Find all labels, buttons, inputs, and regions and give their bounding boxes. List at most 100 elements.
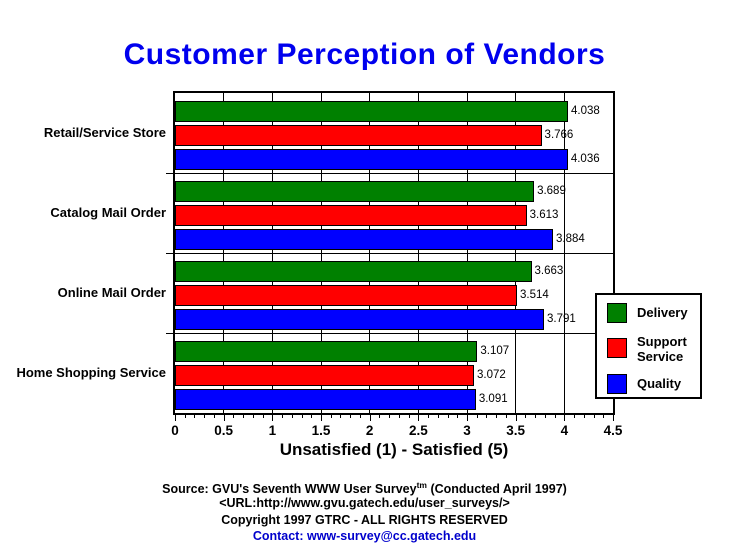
plot-area: 4.038 3.766 4.036 3.689 3.613 3.884 3.663 3.514… [173,91,615,415]
x-axis-tick-minor [457,415,459,418]
footer-source-superscript: tm [416,480,427,490]
x-axis-tick-minor [291,415,293,418]
x-axis-tick-major [175,415,176,421]
x-axis-tick-minor [301,415,303,418]
bar-value-label: 4.036 [570,153,600,165]
gridline-horizontal [175,332,613,334]
x-axis-tick-minor [583,415,585,418]
x-tick-label: 0.5 [214,423,234,438]
bar-value-label: 3.072 [477,369,506,381]
chart-title: Customer Perception of Vendors [123,38,606,71]
x-axis-tick-minor [398,415,400,418]
y-axis-tick [166,332,173,334]
x-axis-tick-minor [505,415,507,418]
x-tick-label: 1.5 [311,423,331,438]
x-axis-tick-minor [252,415,254,418]
legend-label-quality: Quality [637,376,682,391]
x-axis-tick-minor [359,415,361,418]
x-tick-label: 4.5 [603,423,623,438]
x-axis-tick-minor [330,415,332,418]
x-axis-tick-minor [428,415,430,418]
x-axis-tick-major [613,415,614,421]
bar-value-label: 3.107 [480,345,510,357]
x-tick-label: 3.5 [506,423,526,438]
x-axis-tick-minor [525,415,527,418]
category-label: Online Mail Order [57,285,166,300]
x-axis-tick-minor [213,415,215,418]
bar-quality-online-mail-order [175,309,544,330]
bar-delivery-home-shopping-service [175,341,478,362]
quality-swatch-icon [607,374,627,394]
x-tick-label: 0 [171,423,179,438]
bar-support-service-catalog-mail-order [175,205,527,226]
bar-quality-catalog-mail-order [175,229,554,250]
x-axis-tick-minor [447,415,449,418]
bar-quality-home-shopping-service [175,389,476,410]
x-tick-label: 2.5 [408,423,428,438]
y-axis-tick [166,252,173,254]
x-tick-label: 4 [560,423,569,438]
footer-contact-line: Contact: www-survey@cc.gatech.edu [252,529,477,544]
x-axis-tick-minor [554,415,556,418]
bar-value-label: 3.766 [544,129,574,141]
x-axis-tick-minor [496,415,498,418]
category-label: Home Shopping Service [16,365,166,380]
x-axis-tick-minor [379,415,381,418]
x-tick-label: 2 [365,423,374,438]
x-axis-tick-major [515,415,517,421]
x-axis-tick-major [223,415,225,421]
x-axis-tick-major [467,415,468,421]
x-axis-label: Unsatisfied (1) - Satisfied (5) [279,440,509,459]
bar-quality-retail-service-store [175,149,568,170]
x-tick-label: 1 [268,423,277,438]
bar-value-label: 3.884 [556,233,585,245]
x-axis-tick-minor [593,415,595,418]
bar-value-label: 3.091 [478,393,508,405]
x-axis-tick-minor [233,415,235,418]
x-axis-tick-minor [544,415,546,418]
x-axis-tick-minor [574,415,576,418]
footer-source-suffix: (Conducted April 1997) [426,482,567,497]
x-axis-tick-major [272,415,274,421]
x-axis-tick-minor [262,415,264,418]
x-axis-tick-minor [340,415,342,418]
x-axis-tick-minor [389,415,391,418]
x-axis-tick-major [321,415,322,421]
x-axis-tick-minor [350,415,352,418]
x-axis-tick-minor [486,415,488,418]
footer: Source: GVU's Seventh WWW User Surveytm … [0,480,729,546]
gridline-horizontal [175,252,613,254]
footer-url-line: <URL:http://www.gvu.gatech.edu/user_surv… [219,496,510,511]
x-tick-label: 3 [463,423,471,438]
category-label: Retail/Service Store [43,125,166,140]
footer-copyright-line: Copyright 1997 GTRC - ALL RIGHTS RESERVE… [221,512,508,527]
x-axis-tick-minor [204,415,206,418]
footer-source-prefix: Source: GVU's Seventh WWW User Survey [162,482,417,497]
x-axis-tick-major [369,415,371,421]
x-axis-tick-minor [476,415,478,418]
x-axis-tick-minor [282,415,284,418]
delivery-swatch-icon [607,303,627,323]
gridline-horizontal [175,172,613,174]
bar-value-label: 3.689 [537,185,566,197]
x-axis-tick-minor [535,415,537,418]
x-axis-tick-major [564,415,566,421]
bar-delivery-online-mail-order [175,261,532,282]
legend-label-delivery: Delivery [637,305,688,320]
bar-delivery-retail-service-store [175,101,569,122]
legend: Delivery Support Service Quality [595,293,702,399]
bar-value-label: 3.791 [546,313,576,325]
x-axis-tick-minor [603,415,605,418]
bar-value-label: 3.514 [520,289,549,301]
bar-support-service-retail-service-store [175,125,542,146]
x-axis-tick-minor [311,415,313,418]
x-axis-tick-minor [408,415,410,418]
x-axis-tick-minor [194,415,196,418]
x-axis-tick-minor [437,415,439,418]
bar-value-label: 3.613 [529,209,559,221]
category-label: Catalog Mail Order [50,205,166,220]
bar-delivery-catalog-mail-order [175,181,535,202]
x-axis-tick-major [418,415,420,421]
bar-support-service-online-mail-order [175,285,518,306]
